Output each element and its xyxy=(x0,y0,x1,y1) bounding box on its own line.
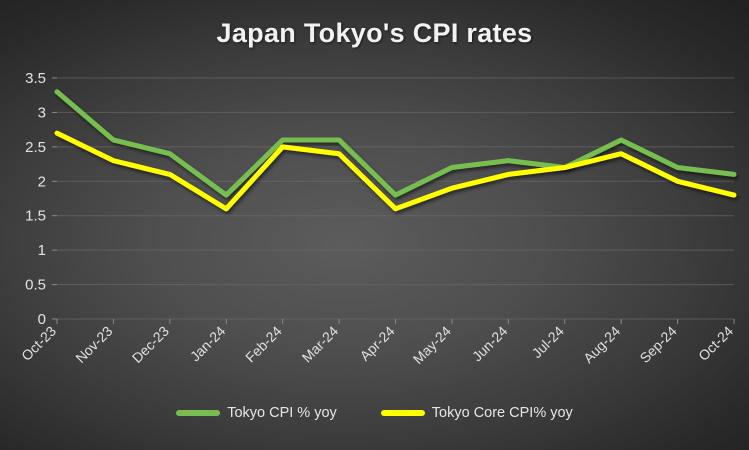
chart-legend: Tokyo CPI % yoy Tokyo Core CPI% yoy xyxy=(0,405,749,421)
legend-swatch-green xyxy=(176,410,221,416)
x-axis-tick-label: Dec-23 xyxy=(129,323,172,366)
chart-title: Japan Tokyo's CPI rates xyxy=(216,18,533,48)
y-axis-tick-label: 3.5 xyxy=(25,70,46,87)
x-axis-tick-label: Jan-24 xyxy=(187,323,229,365)
y-axis-tick-label: 1.5 xyxy=(25,208,46,225)
x-axis-tick-label: Nov-23 xyxy=(72,323,115,366)
x-axis-tick-label: Oct-24 xyxy=(695,323,736,364)
y-axis-tick-label: 0 xyxy=(38,311,46,328)
x-axis-tick-label: Oct-23 xyxy=(18,323,59,364)
y-axis-tick-label: 3 xyxy=(38,104,46,121)
x-axis-tick-label: May-24 xyxy=(410,323,454,367)
legend-swatch-yellow xyxy=(380,410,425,416)
y-axis-tick-label: 2 xyxy=(38,173,46,190)
series-line-tokyo-cpi xyxy=(54,89,737,198)
legend-label-tokyo-cpi: Tokyo CPI % yoy xyxy=(227,405,337,421)
legend-label-tokyo-core-cpi: Tokyo Core CPI% yoy xyxy=(431,405,573,421)
x-axis-tick-label: Feb-24 xyxy=(242,323,285,366)
legend-item-tokyo-cpi[interactable]: Tokyo CPI % yoy xyxy=(176,405,337,421)
series-line-tokyo-core-cpi xyxy=(54,130,737,212)
legend-item-tokyo-core-cpi[interactable]: Tokyo Core CPI% yoy xyxy=(380,405,573,421)
y-axis-tick-label: 2.5 xyxy=(25,139,46,156)
x-axis-tick-label: Jun-24 xyxy=(469,323,511,365)
x-axis-tick-label: Sep-24 xyxy=(636,323,679,366)
y-axis-tick-label: 1 xyxy=(38,242,46,259)
x-axis-tick-label: Jul-24 xyxy=(529,323,567,361)
x-axis-tick-label: Aug-24 xyxy=(580,323,623,366)
x-axis-tick-label: Mar-24 xyxy=(299,323,342,366)
y-axis-tick-label: 0.5 xyxy=(25,277,46,294)
x-axis-tick-label: Apr-24 xyxy=(357,323,398,364)
